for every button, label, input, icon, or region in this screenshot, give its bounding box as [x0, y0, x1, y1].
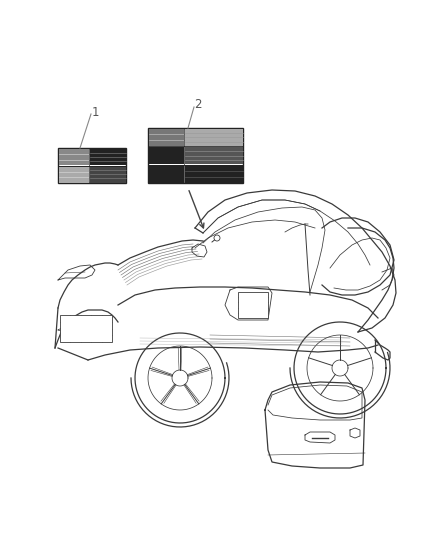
Bar — [59, 149, 88, 165]
Text: 1: 1 — [91, 106, 99, 118]
Bar — [60, 315, 112, 342]
Text: 2: 2 — [194, 99, 202, 111]
Bar — [59, 166, 88, 182]
Bar — [148, 165, 184, 182]
Bar — [90, 166, 126, 182]
Bar — [185, 147, 243, 164]
Bar — [58, 148, 126, 183]
Bar — [148, 147, 184, 164]
Bar — [90, 149, 126, 165]
Bar — [148, 128, 243, 183]
Bar — [238, 292, 268, 318]
Bar — [185, 165, 243, 182]
Circle shape — [214, 235, 220, 241]
Bar — [185, 128, 243, 146]
Bar — [148, 128, 184, 146]
